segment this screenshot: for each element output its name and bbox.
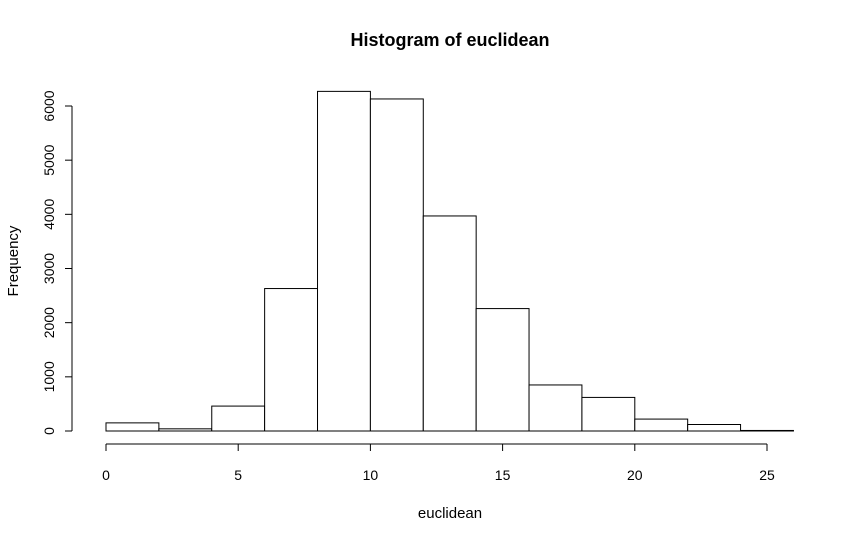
x-tick-label-0: 0 [102,467,110,483]
histogram-bar-3 [264,288,319,432]
y-tick-label-6: 6000 [41,90,57,121]
y-tick-label-0: 0 [41,427,57,435]
y-tick-label-4: 4000 [41,199,57,230]
histogram-bar-10 [634,418,689,432]
histogram-bar-0 [105,422,160,432]
bars-group [105,90,794,432]
histogram-bar-9 [581,396,636,432]
histogram-bar-1 [158,428,213,432]
histogram-bar-6 [422,215,477,432]
y-axis: 0 1000 2000 3000 4000 5000 6000 [41,90,73,435]
histogram-bar-2 [211,405,266,432]
x-tick-label-4: 20 [627,467,643,483]
x-axis-label: euclidean [418,505,482,522]
histogram-bar-11 [687,424,742,432]
histogram-bar-4 [317,90,371,432]
x-tick-label-2: 10 [363,467,379,483]
y-tick-label-1: 1000 [41,361,57,392]
y-tick-label-5: 5000 [41,144,57,175]
x-tick-label-5: 25 [759,467,775,483]
x-tick-label-1: 5 [234,467,242,483]
x-axis: 0 5 10 15 20 25 [102,443,775,483]
chart-title: Histogram of euclidean [350,30,549,50]
y-axis-label: Frequency [5,225,22,296]
histogram-bar-7 [475,308,530,432]
y-tick-label-3: 3000 [41,253,57,284]
y-tick-label-2: 2000 [41,307,57,338]
histogram-bar-5 [369,98,424,432]
histogram-bar-8 [528,384,583,432]
histogram-bar-12 [740,429,794,432]
x-tick-label-3: 15 [495,467,511,483]
